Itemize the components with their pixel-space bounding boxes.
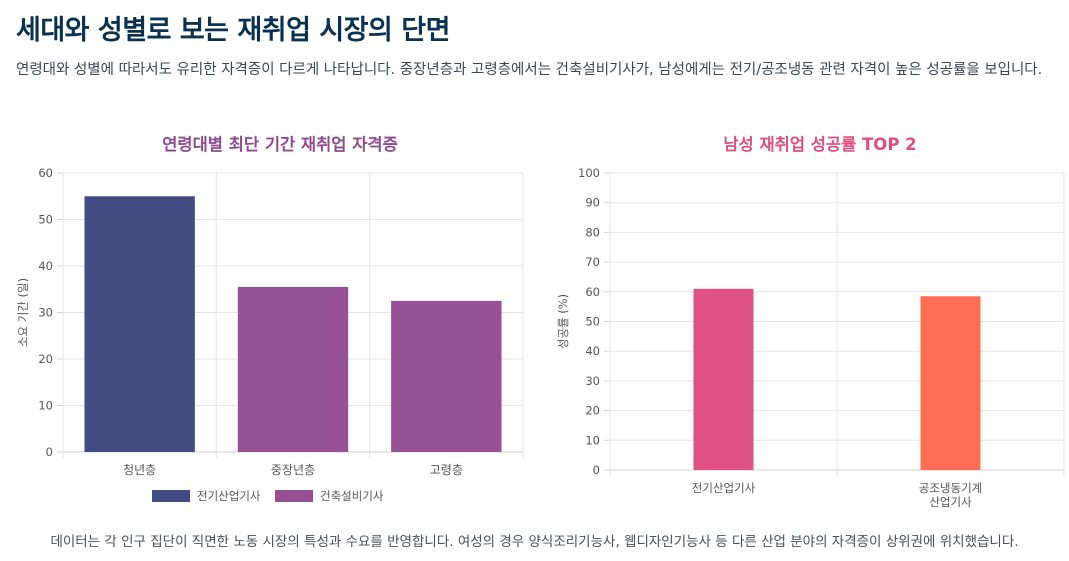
legend-swatch <box>152 490 190 502</box>
y-tick-label: 80 <box>585 225 600 239</box>
bar-공조냉동기계산업기사 <box>920 296 981 470</box>
bar-전기산업기사 <box>693 288 754 470</box>
y-tick-label: 50 <box>38 213 53 227</box>
page-description: 연령대와 성별에 따라서도 유리한 자격증이 다르게 나타납니다. 중장년층과 … <box>16 62 1043 78</box>
x-tick-label: 청년층 <box>123 463 156 477</box>
y-tick-label: 30 <box>38 306 53 320</box>
x-tick-label: 산업기사 <box>929 495 972 509</box>
y-tick-label: 10 <box>585 433 600 447</box>
y-tick-label: 50 <box>585 315 600 329</box>
male-chart-title: 남성 재취업 성공률 TOP 2 <box>723 135 917 154</box>
age-bar-chart: 0 10 20 30 40 50 60 청년층 중장년층 고령층 소요 기간 (일) 전기산업기사 건축… <box>16 166 524 503</box>
legend-label: 건축설비기사 <box>320 489 384 503</box>
y-tick-label: 40 <box>38 259 53 273</box>
y-tick-label: 30 <box>585 374 600 388</box>
y-tick-label: 60 <box>585 285 600 299</box>
y-tick-label: 60 <box>38 166 53 180</box>
footnote: 데이터는 각 인구 집단이 직면한 노동 시장의 특성과 수요를 반영합니다. … <box>50 534 1019 550</box>
x-tick-label: 고령층 <box>430 463 463 477</box>
bar-중장년층 <box>237 286 349 452</box>
bar-청년층 <box>84 196 195 452</box>
legend-swatch <box>275 490 313 502</box>
y-tick-label: 100 <box>578 166 600 180</box>
y-tick-label: 20 <box>38 352 53 366</box>
y-tick-label: 40 <box>585 344 600 358</box>
x-tick-label: 전기산업기사 <box>692 481 756 495</box>
y-axis-label: 소요 기간 (일) <box>16 278 30 347</box>
page-title: 세대와 성별로 보는 재취업 시장의 단면 <box>16 15 450 46</box>
legend-label: 전기산업기사 <box>197 489 261 503</box>
age-chart-title: 연령대별 최단 기간 재취업 자격증 <box>162 135 398 154</box>
x-tick-label: 중장년층 <box>271 463 315 477</box>
y-tick-label: 20 <box>585 404 600 418</box>
y-tick-label: 0 <box>593 463 600 477</box>
y-tick-label: 70 <box>585 255 600 269</box>
x-tick-label: 공조냉동기계 <box>919 481 982 495</box>
y-tick-label: 0 <box>46 445 53 459</box>
y-tick-label: 90 <box>585 196 600 210</box>
bar-고령층 <box>391 300 502 452</box>
y-axis-label: 성공률 (%) <box>556 294 570 349</box>
y-tick-label: 10 <box>38 399 53 413</box>
